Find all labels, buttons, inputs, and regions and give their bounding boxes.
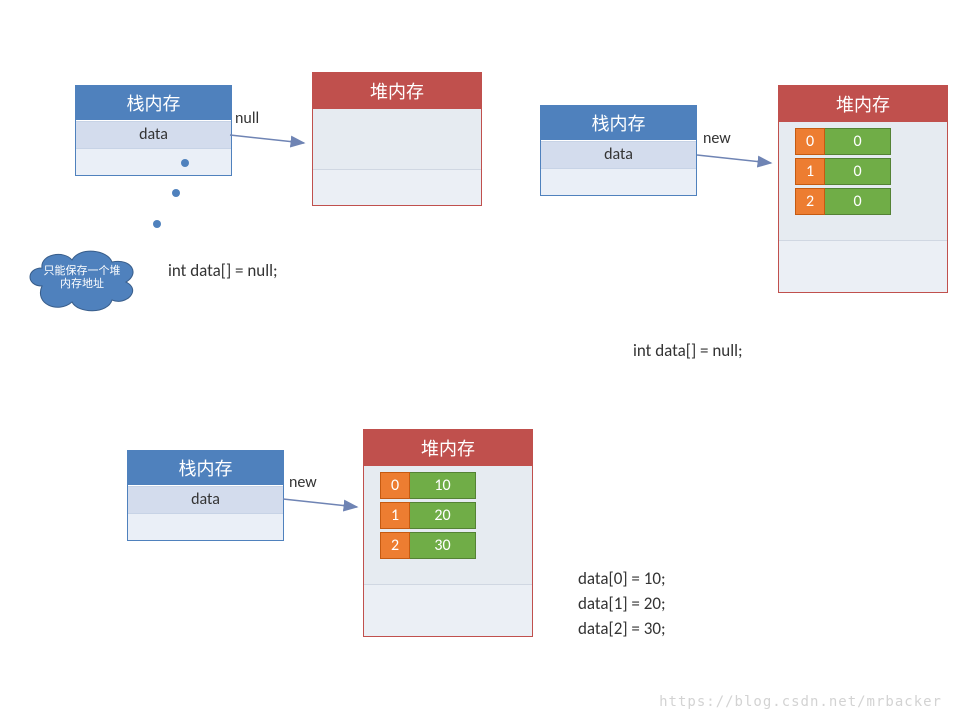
array-row: 230 [380, 532, 476, 559]
arrow-icon [283, 495, 367, 520]
array-row: 10 [795, 158, 891, 185]
array-index: 0 [380, 472, 410, 499]
array: 00 10 20 [795, 128, 891, 218]
array-index: 1 [380, 502, 410, 529]
arrow-label: new [703, 129, 731, 148]
array-value: 10 [410, 472, 476, 499]
heap-body: 010 120 230 [364, 466, 532, 584]
stack-row [76, 148, 231, 175]
stack-row: data [541, 141, 696, 168]
stack-row: data [128, 486, 283, 513]
array-value: 30 [410, 532, 476, 559]
array-index: 2 [380, 532, 410, 559]
stack-table: 栈内存 data [127, 450, 284, 541]
stack-table: 栈内存 data [540, 105, 697, 196]
array-row: 00 [795, 128, 891, 155]
arrow-label: null [235, 109, 259, 128]
code-line: data[1] = 20; [578, 593, 666, 614]
array-value: 20 [410, 502, 476, 529]
heap-table: 堆内存 00 10 20 [778, 85, 948, 293]
code-line: int data[] = null; [633, 340, 743, 361]
array-row: 120 [380, 502, 476, 529]
stack-row [541, 168, 696, 195]
array-value: 0 [825, 188, 891, 215]
array-value: 0 [825, 158, 891, 185]
lead-dot [181, 159, 189, 167]
stack-header: 栈内存 [541, 106, 696, 141]
heap-sub [364, 584, 532, 636]
heap-table: 堆内存 010 120 230 [363, 429, 533, 637]
heap-body [313, 109, 481, 169]
lead-dot [153, 220, 161, 228]
stack-header: 栈内存 [76, 86, 231, 121]
array-index: 0 [795, 128, 825, 155]
heap-body: 00 10 20 [779, 122, 947, 240]
heap-header: 堆内存 [364, 430, 532, 466]
arrow-icon [230, 131, 314, 156]
heap-table: 堆内存 [312, 72, 482, 206]
stack-table: 栈内存 data [75, 85, 232, 176]
heap-sub [313, 169, 481, 205]
cloud-text: 只能保存一个堆内存地址 [40, 264, 124, 290]
array: 010 120 230 [380, 472, 476, 562]
array-row: 010 [380, 472, 476, 499]
stack-row [128, 513, 283, 540]
stack-row: data [76, 121, 231, 148]
stack-header: 栈内存 [128, 451, 283, 486]
array-index: 2 [795, 188, 825, 215]
code-line: data[0] = 10; [578, 568, 666, 589]
arrow-label: new [289, 473, 317, 492]
array-value: 0 [825, 128, 891, 155]
watermark: https://blog.csdn.net/mrbacker [659, 694, 942, 710]
heap-header: 堆内存 [779, 86, 947, 122]
array-row: 20 [795, 188, 891, 215]
code-line: int data[] = null; [168, 260, 278, 281]
arrow-icon [697, 151, 781, 176]
code-line: data[2] = 30; [578, 618, 666, 639]
array-index: 1 [795, 158, 825, 185]
lead-dot [172, 189, 180, 197]
heap-sub [779, 240, 947, 292]
heap-header: 堆内存 [313, 73, 481, 109]
cloud-note: 只能保存一个堆内存地址 [22, 244, 142, 312]
